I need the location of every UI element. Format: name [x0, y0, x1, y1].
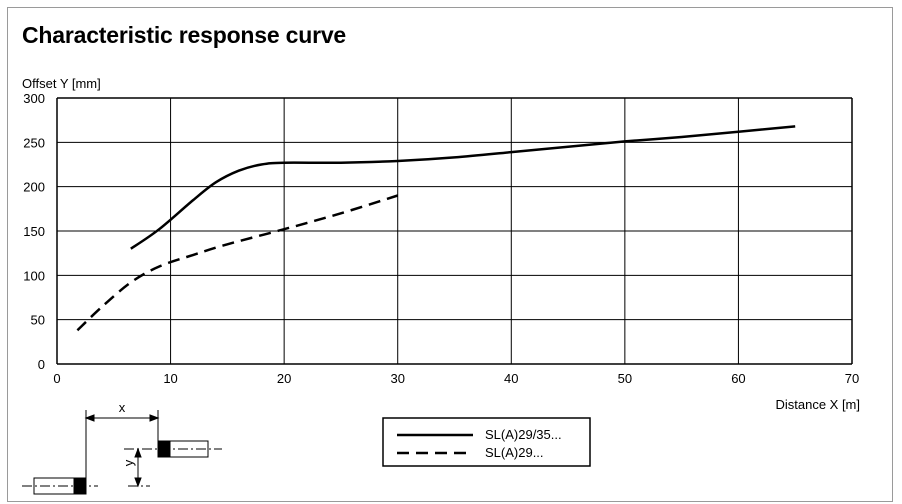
y-arrow-top	[134, 447, 142, 458]
y-tick-label: 200	[23, 180, 45, 195]
y-tick-label: 50	[31, 313, 45, 328]
x-tick-label: 30	[390, 371, 404, 386]
grid	[56, 97, 853, 365]
series-lines	[76, 125, 796, 332]
series-line-1	[130, 125, 796, 250]
y-tick-label: 300	[23, 91, 45, 106]
diagram-y-label: y	[121, 459, 136, 466]
x-arrow-right	[149, 414, 160, 422]
legend-box	[382, 417, 591, 467]
sensor-diagram	[22, 410, 222, 495]
x-tick-label: 20	[277, 371, 291, 386]
series-line-2	[76, 194, 399, 332]
x-axis-label: Distance X [m]	[775, 397, 860, 412]
x-tick-label: 10	[163, 371, 177, 386]
y-tick-label: 0	[38, 357, 45, 372]
y-arrow-bottom	[134, 477, 142, 488]
x-tick-label: 40	[504, 371, 518, 386]
legend: SL(A)29/35... SL(A)29...	[382, 417, 591, 467]
y-tick-label: 250	[23, 135, 45, 150]
y-tick-label: 150	[23, 224, 45, 239]
y-axis-label: Offset Y [mm]	[22, 76, 101, 91]
chart-title: Characteristic response curve	[22, 22, 347, 48]
x-tick-label: 0	[53, 371, 60, 386]
x-tick-label: 70	[845, 371, 859, 386]
legend-label-1: SL(A)29/35...	[485, 427, 562, 442]
figure-frame	[7, 7, 893, 502]
x-tick-label: 60	[731, 371, 745, 386]
x-tick-label: 50	[618, 371, 632, 386]
y-tick-label: 100	[23, 268, 45, 283]
tick-labels: 0 50 100 150 200 250 300 0 10 20 30 40 50 60 70	[23, 91, 859, 386]
x-arrow-left	[84, 414, 95, 422]
diagram-x-label: x	[119, 400, 126, 415]
legend-label-2: SL(A)29...	[485, 445, 544, 460]
